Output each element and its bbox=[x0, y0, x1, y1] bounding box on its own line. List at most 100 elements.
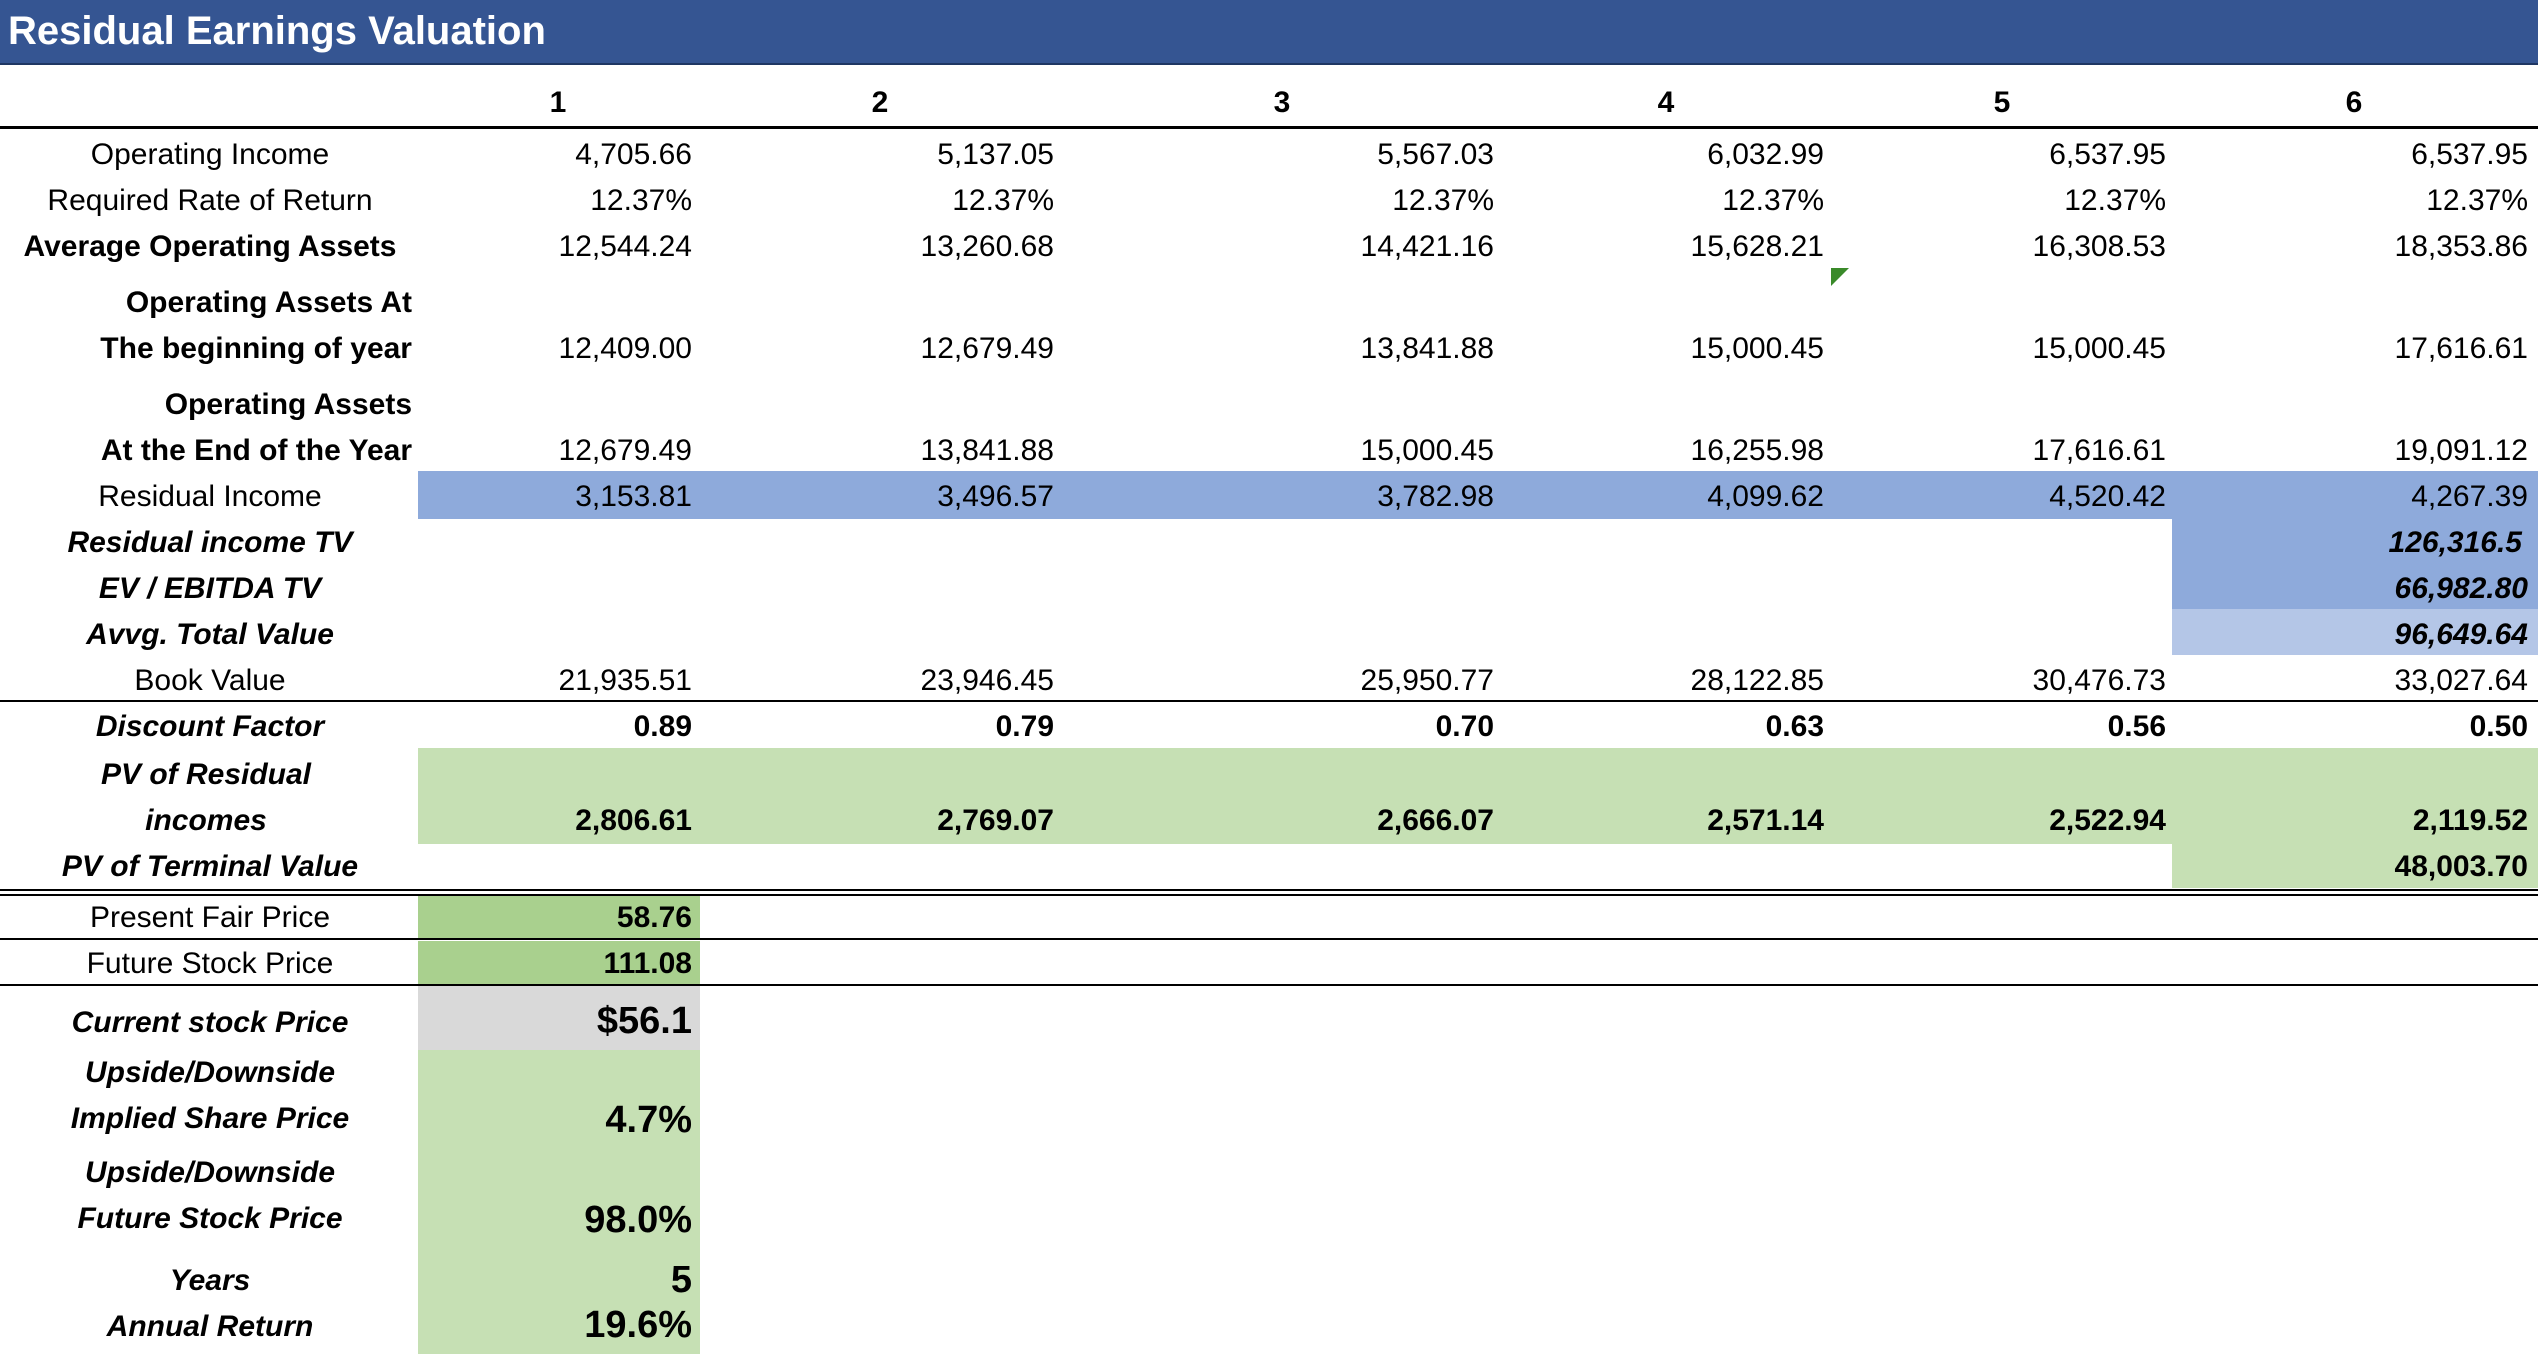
current-price-fill bbox=[418, 986, 700, 1050]
pv-residual-fill bbox=[418, 748, 2538, 844]
operating-income-1: 4,705.66 bbox=[575, 138, 692, 171]
column-header-4: 4 bbox=[1657, 86, 1675, 119]
label-upside-implied-line1: Upside/Downside bbox=[84, 1056, 336, 1089]
required-return-6: 12.37% bbox=[2426, 184, 2528, 217]
required-return-5: 12.37% bbox=[2064, 184, 2166, 217]
present-fair-price-value: 58.76 bbox=[616, 901, 692, 934]
assets-end-4: 16,255.98 bbox=[1690, 434, 1824, 467]
book-value-1: 21,935.51 bbox=[558, 664, 692, 697]
assets-beginning-3: 13,841.88 bbox=[1360, 332, 1494, 365]
assets-end-5: 17,616.61 bbox=[2032, 434, 2166, 467]
years-value: 5 bbox=[670, 1259, 692, 1301]
annual-return-value: 19.6% bbox=[584, 1304, 692, 1346]
discount-factor-6: 0.50 bbox=[2469, 710, 2528, 743]
discount-factor-1: 0.89 bbox=[633, 710, 692, 743]
required-return-1: 12.37% bbox=[590, 184, 692, 217]
discount-factor-5: 0.56 bbox=[2107, 710, 2166, 743]
row-label-residual-income-tv: Residual income TV bbox=[67, 526, 353, 559]
residual-income-5: 4,520.42 bbox=[2049, 480, 2166, 513]
assets-end-1: 12,679.49 bbox=[558, 434, 692, 467]
residual-income-2: 3,496.57 bbox=[937, 480, 1054, 513]
fair-price-rule bbox=[0, 938, 2538, 940]
avg-operating-assets-6: 18,353.86 bbox=[2394, 230, 2528, 263]
residual-income-fill bbox=[418, 471, 2538, 519]
avg-operating-assets-1: 12,544.24 bbox=[558, 230, 692, 263]
label-present-fair-price: Present Fair Price bbox=[89, 901, 331, 934]
column-header-3: 3 bbox=[1273, 86, 1291, 119]
book-value-6: 33,027.64 bbox=[2394, 664, 2528, 697]
assets-beginning-1: 12,409.00 bbox=[558, 332, 692, 365]
avg-operating-assets-3: 14,421.16 bbox=[1360, 230, 1494, 263]
assets-end-2: 13,841.88 bbox=[920, 434, 1054, 467]
book-value-2: 23,946.45 bbox=[920, 664, 1054, 697]
title-bar: Residual Earnings Valuation bbox=[0, 0, 2538, 65]
assets-beginning-5: 15,000.45 bbox=[2032, 332, 2166, 365]
row-label-pv-residual-line1: PV of Residual bbox=[100, 758, 312, 791]
column-header-6: 6 bbox=[2345, 86, 2363, 119]
pv-terminal-fill bbox=[2172, 844, 2538, 888]
avg-operating-assets-2: 13,260.68 bbox=[920, 230, 1054, 263]
operating-income-6: 6,537.95 bbox=[2411, 138, 2528, 171]
avg-operating-assets-5: 16,308.53 bbox=[2032, 230, 2166, 263]
label-annual-return: Annual Return bbox=[106, 1310, 314, 1343]
current-stock-price-value: $56.1 bbox=[596, 1000, 692, 1042]
required-return-2: 12.37% bbox=[952, 184, 1054, 217]
label-future-stock-price: Future Stock Price bbox=[86, 947, 334, 980]
pv-residual-2: 2,769.07 bbox=[937, 804, 1054, 837]
row-label-assets-beginning-line2: The beginning of year bbox=[100, 332, 412, 365]
row-label-pv-terminal: PV of Terminal Value bbox=[61, 850, 359, 883]
residual-income-6: 4,267.39 bbox=[2411, 480, 2528, 513]
row-label-pv-residual-line2: incomes bbox=[145, 804, 267, 837]
discount-factor-2: 0.79 bbox=[995, 710, 1054, 743]
column-header-1: 1 bbox=[549, 86, 567, 119]
row-label-book-value: Book Value bbox=[134, 664, 286, 697]
pv-residual-4: 2,571.14 bbox=[1707, 804, 1824, 837]
row-label-operating-income: Operating Income bbox=[90, 138, 330, 171]
future-price-rule bbox=[0, 984, 2538, 986]
assets-beginning-4: 15,000.45 bbox=[1690, 332, 1824, 365]
column-header-5: 5 bbox=[1993, 86, 2011, 119]
fair-price-fill bbox=[418, 894, 700, 938]
operating-income-4: 6,032.99 bbox=[1707, 138, 1824, 171]
pv-residual-6: 2,119.52 bbox=[2412, 804, 2528, 837]
row-label-residual-income: Residual Income bbox=[98, 480, 322, 513]
assets-beginning-6: 17,616.61 bbox=[2394, 332, 2528, 365]
row-label-avg-total-value: Avvg. Total Value bbox=[86, 618, 334, 651]
row-label-assets-end-line1: Operating Assets bbox=[164, 388, 412, 421]
upside-future-value: 98.0% bbox=[584, 1199, 692, 1241]
book-value-4: 28,122.85 bbox=[1690, 664, 1824, 697]
operating-income-3: 5,567.03 bbox=[1377, 138, 1494, 171]
pv-residual-5: 2,522.94 bbox=[2049, 804, 2166, 837]
row-label-assets-end-line2: At the End of the Year bbox=[100, 434, 412, 467]
avg-operating-assets-4: 15,628.21 bbox=[1690, 230, 1824, 263]
row-label-discount-factor: Discount Factor bbox=[95, 710, 325, 743]
avg-total-value: 96,649.64 bbox=[2394, 618, 2528, 651]
discount-factor-3: 0.70 bbox=[1435, 710, 1494, 743]
label-upside-future-line2: Future Stock Price bbox=[77, 1202, 343, 1235]
residual-income-4: 4,099.62 bbox=[1707, 480, 1824, 513]
residual-income-1: 3,153.81 bbox=[575, 480, 692, 513]
operating-income-5: 6,537.95 bbox=[2049, 138, 2166, 171]
label-current-stock-price: Current stock Price bbox=[71, 1006, 349, 1039]
row-label-assets-beginning-line1: Operating Assets At bbox=[125, 286, 412, 319]
cell-comment-marker bbox=[1831, 268, 1849, 286]
label-upside-implied-line2: Implied Share Price bbox=[70, 1102, 350, 1135]
book-value-3: 25,950.77 bbox=[1360, 664, 1494, 697]
column-header-2: 2 bbox=[871, 86, 889, 119]
future-stock-price-value: 111.08 bbox=[603, 947, 692, 980]
ev-ebitda-tv-value: 66,982.80 bbox=[2394, 572, 2528, 605]
future-price-fill bbox=[418, 941, 700, 985]
avg-total-fill bbox=[2172, 609, 2538, 655]
required-return-4: 12.37% bbox=[1722, 184, 1824, 217]
operating-income-2: 5,137.05 bbox=[937, 138, 1054, 171]
double-rule-top bbox=[0, 889, 2538, 891]
required-return-3: 12.37% bbox=[1392, 184, 1494, 217]
residual-income-3: 3,782.98 bbox=[1377, 480, 1494, 513]
header-rule bbox=[0, 126, 2538, 129]
pv-terminal-value: 48,003.70 bbox=[2394, 850, 2528, 883]
row-label-required-return: Required Rate of Return bbox=[47, 184, 373, 217]
label-years: Years bbox=[169, 1264, 251, 1297]
label-upside-future-line1: Upside/Downside bbox=[84, 1156, 336, 1189]
upside-implied-value: 4.7% bbox=[605, 1099, 692, 1141]
